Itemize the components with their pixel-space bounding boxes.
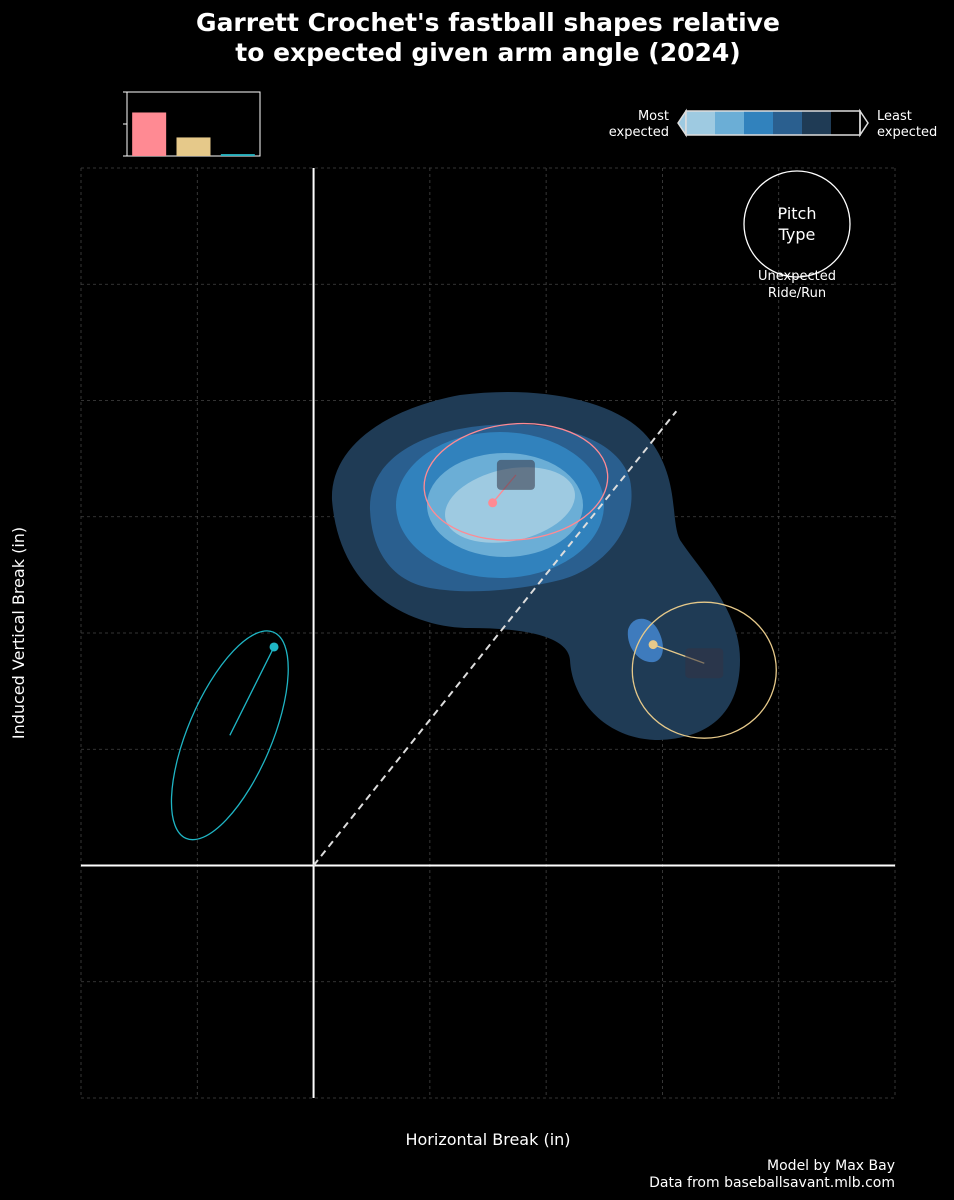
key-pitch-line1: Pitch: [778, 204, 817, 223]
legend-swatch-4: [802, 111, 831, 135]
legend-swatch-5: [831, 111, 860, 135]
pitch-label-box-si: [685, 648, 724, 679]
pitch-point-si: [648, 640, 658, 650]
expected-ellipses: [170, 422, 777, 841]
legend-most-line2: expected: [609, 125, 669, 140]
chart-title-line1: Garrett Crochet's fastball shapes relati…: [196, 8, 780, 37]
expected-ellipse-si: [631, 601, 777, 739]
legend-swatch-3: [773, 111, 802, 135]
density-level-5: [445, 467, 575, 543]
expected-ellipse-fc: [170, 630, 289, 841]
pitch-label-box-ff: [496, 459, 535, 490]
legend-frame: [685, 110, 861, 136]
legend-swatch-0: [686, 111, 715, 135]
inset-bar-ff: [132, 112, 167, 156]
grid: [80, 167, 896, 1099]
density-contours: [331, 392, 740, 740]
pitch-point-fc: [269, 642, 279, 652]
credit-model: Model by Max Bay: [767, 1158, 895, 1174]
x-axis-label: Horizontal Break (in): [405, 1130, 570, 1149]
key-unexpected-line2: Ride/Run: [768, 286, 826, 301]
inset-bar-fc: [220, 154, 255, 156]
expectedness-legend: Most expected Least expected: [609, 108, 937, 140]
legend-swatch-1: [715, 111, 744, 135]
y-axis-label: Induced Vertical Break (in): [9, 527, 28, 739]
legend-least-line2: expected: [877, 125, 937, 140]
arm-angle-dashed-line: [312, 410, 678, 867]
inset-bar-si: [176, 137, 211, 156]
legend-right-arrow: [859, 108, 869, 138]
key-circle: [743, 170, 851, 278]
credit-data: Data from baseballsavant.mlb.com: [649, 1175, 895, 1191]
legend-least-line1: Least: [877, 109, 912, 124]
expected-ellipse-ff: [423, 422, 609, 541]
arm-angle-line: [312, 410, 678, 867]
pitch-connector-fc: [229, 646, 275, 736]
legend-left-arrow: [677, 108, 687, 138]
key-unexpected-line1: Unexpected: [758, 269, 836, 284]
pitch-type-key: Pitch Type Unexpected Ride/Run: [743, 170, 851, 301]
key-type-line2: Type: [778, 225, 816, 244]
pitch-markers: [229, 459, 724, 736]
pitch-point-ff: [488, 498, 498, 508]
legend-most-line1: Most: [638, 109, 669, 124]
zero-axes: [81, 168, 895, 1098]
density-level-2b: [627, 618, 663, 663]
legend-swatch-2: [744, 111, 773, 135]
expected-pitch-type-inset: [123, 91, 261, 157]
chart-title-line2: to expected given arm angle (2024): [235, 38, 740, 67]
